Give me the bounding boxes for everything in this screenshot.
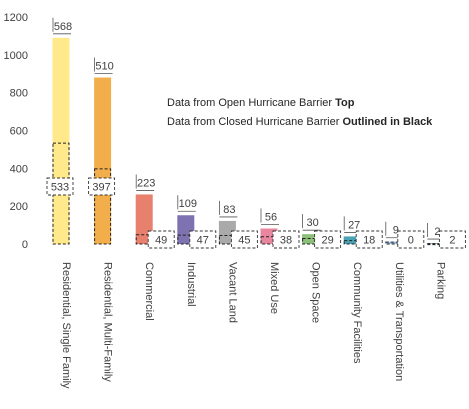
category-label: Mixed Use <box>268 262 280 314</box>
category-label: Residential, Single Family <box>60 262 72 389</box>
category-label: Community Facilities <box>351 262 363 364</box>
open-value-label: 510 <box>95 61 113 73</box>
category-labels: Residential, Single Family Residential, M… <box>60 262 446 389</box>
open-value-label: 568 <box>54 21 72 33</box>
open-value-label: 109 <box>179 198 197 210</box>
closed-value-label: 2 <box>449 235 455 247</box>
closed-label-box <box>46 177 74 196</box>
closed-value-label: 45 <box>238 235 250 247</box>
closed-value-label: 18 <box>363 235 375 247</box>
category-label: Parking <box>434 262 446 299</box>
category-label: Vacant Land <box>226 262 238 323</box>
bar-open <box>52 37 70 244</box>
open-value-label: 223 <box>137 177 155 189</box>
y-axis: 0 200 400 600 800 1000 1200 <box>4 12 28 251</box>
open-value-label: 83 <box>223 204 235 216</box>
bar-closed-outline <box>94 168 112 245</box>
label-leader <box>260 208 279 225</box>
closed-value-label: 38 <box>280 235 292 247</box>
bar-closed-outline <box>260 236 278 245</box>
bar-closed-outline <box>302 238 320 245</box>
label-leader <box>302 214 321 231</box>
bar-open <box>302 234 320 244</box>
closed-label-box <box>230 230 258 249</box>
closed-label-box <box>314 230 342 249</box>
closed-value-label: 47 <box>197 235 209 247</box>
category-label: Open Space <box>310 262 322 323</box>
annotation-line-2: Data from Closed Hurricane Barrier Outli… <box>167 116 433 128</box>
open-value-label: 9 <box>393 225 399 237</box>
bar-open <box>385 241 403 244</box>
open-value-label: 27 <box>348 219 360 231</box>
y-tick-label: 0 <box>22 239 28 251</box>
y-tick-label: 1200 <box>4 12 28 24</box>
label-leader <box>219 200 238 218</box>
open-value-label: 2 <box>434 226 440 238</box>
category-label: Utilities & Transportation <box>393 262 405 381</box>
closed-label-box <box>438 230 466 249</box>
closed-value-label: 49 <box>155 235 167 247</box>
y-tick-label: 400 <box>10 163 28 175</box>
open-value-label: 56 <box>265 211 277 223</box>
y-tick-label: 1000 <box>4 50 28 62</box>
label-leader <box>94 57 113 74</box>
bar-open <box>94 77 112 245</box>
closed-label-box <box>397 230 425 249</box>
label-leader <box>135 174 155 191</box>
closed-value-label: 29 <box>321 235 333 247</box>
closed-value-label: 397 <box>92 182 110 194</box>
category-label: Industrial <box>185 262 197 307</box>
closed-label-box <box>147 230 175 249</box>
open-value-label: 30 <box>306 217 318 229</box>
closed-label-box <box>88 177 116 196</box>
y-tick-label: 200 <box>10 201 28 213</box>
closed-label-box <box>189 230 217 249</box>
closed-label-box <box>272 230 300 249</box>
label-leader <box>52 17 71 35</box>
closed-value-label: 0 <box>408 235 414 247</box>
annotation-line-1: Data from Open Hurricane Barrier Top <box>167 97 355 109</box>
closed-label-box <box>355 230 383 249</box>
y-tick-label: 600 <box>10 126 28 138</box>
category-label: Commercial <box>143 262 155 321</box>
category-label: Residential, Multi-Family <box>102 262 114 382</box>
closed-value-label: 533 <box>51 182 69 194</box>
y-tick-label: 800 <box>10 88 28 100</box>
label-leader <box>177 195 196 212</box>
